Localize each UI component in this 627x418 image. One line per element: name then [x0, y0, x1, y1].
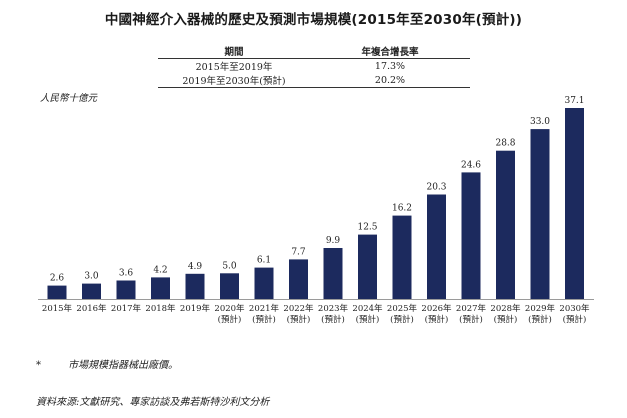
x-tick-label: (預計): [321, 314, 345, 325]
data-label: 20.3: [426, 183, 446, 193]
data-label: 7.7: [291, 247, 306, 257]
x-tick-label: 2022年: [283, 303, 314, 314]
bar: [392, 215, 412, 299]
data-label: 33.0: [530, 117, 550, 127]
data-label: 37.1: [564, 96, 584, 106]
cagr-rate: 20.2%: [310, 73, 470, 88]
x-tick-label: 2021年: [249, 303, 280, 314]
x-tick-label: 2017年: [111, 303, 142, 314]
data-label: 4.2: [153, 265, 167, 275]
cagr-row: 2015年至2019年 17.3%: [158, 59, 470, 74]
x-tick-label: 2015年: [42, 303, 73, 314]
x-tick-label: (預計): [252, 314, 276, 325]
bar: [427, 194, 446, 299]
cagr-period: 2019年至2030年(預計): [158, 73, 310, 88]
x-tick-label: (預計): [390, 314, 414, 325]
x-tick-label: (預計): [563, 314, 587, 325]
bar: [82, 283, 101, 299]
bar: [323, 248, 343, 299]
cagr-table: 期間 年複合增長率 2015年至2019年 17.3% 2019年至2030年(…: [158, 44, 470, 88]
x-tick-label: (預計): [459, 314, 483, 325]
cagr-row: 2019年至2030年(預計) 20.2%: [158, 73, 470, 88]
bar: [254, 267, 274, 299]
cagr-header-rate: 年複合增長率: [310, 44, 470, 59]
bar: [185, 273, 205, 299]
footnote-text: 市場規模指器械出廠價。: [68, 360, 178, 371]
data-label: 12.5: [357, 223, 377, 233]
source-note: 資料來源:文獻研究、專家訪談及弗若斯特沙利文分析: [36, 397, 270, 408]
bar: [530, 129, 550, 299]
x-tick-label: (預計): [528, 314, 552, 325]
x-tick-label: 2025年: [387, 303, 418, 314]
data-label: 24.6: [461, 160, 481, 170]
bar: [565, 108, 584, 299]
x-tick-label: (預計): [287, 314, 311, 325]
data-label: 5.0: [222, 261, 237, 271]
x-tick-label: 2026年: [421, 303, 452, 314]
chart-title: 中國神經介入器械的歷史及預測市場規模(2015年至2030年(預計)): [104, 12, 523, 28]
data-label: 16.2: [392, 204, 412, 214]
data-label: 3.0: [84, 272, 99, 282]
x-tick-label: (預計): [494, 314, 518, 325]
data-label: 4.9: [188, 262, 203, 272]
bar: [461, 172, 481, 299]
x-tick-label: 2016年: [76, 303, 107, 314]
footnote-mark: *: [36, 360, 41, 371]
bar: [289, 259, 308, 299]
x-tick-label: (預計): [218, 314, 242, 325]
x-tick-label: 2029年: [525, 303, 556, 314]
x-tick-label: 2019年: [180, 303, 211, 314]
data-label: 2.6: [50, 274, 65, 284]
cagr-table-header: 期間 年複合增長率: [158, 44, 470, 59]
x-tick-label: 2020年: [214, 303, 245, 314]
cagr-period: 2015年至2019年: [195, 62, 273, 73]
bar: [220, 273, 239, 299]
x-tick-label: 2028年: [490, 303, 521, 314]
bar: [151, 277, 170, 299]
y-axis-unit-label: 人民幣十億元: [40, 93, 98, 104]
x-tick-label: 2024年: [352, 303, 383, 314]
x-tick-label: 2030年: [559, 303, 590, 314]
x-tick-label: 2023年: [318, 303, 349, 314]
bar: [496, 150, 515, 299]
bar: [116, 280, 136, 299]
data-label: 28.8: [495, 139, 515, 149]
data-label: 3.6: [119, 269, 134, 279]
x-tick-label: (預計): [425, 314, 449, 325]
cagr-header-period: 期間: [158, 44, 310, 59]
footnote: * 市場規模指器械出廠價。: [36, 356, 178, 371]
bar: [47, 285, 67, 299]
cagr-rate: 17.3%: [374, 60, 406, 72]
x-tick-label: 2018年: [145, 303, 176, 314]
data-label: 6.1: [257, 256, 271, 266]
x-tick-label: (預計): [356, 314, 380, 325]
x-tick-label: 2027年: [456, 303, 487, 314]
bar: [358, 234, 377, 299]
data-label: 9.9: [326, 236, 341, 246]
